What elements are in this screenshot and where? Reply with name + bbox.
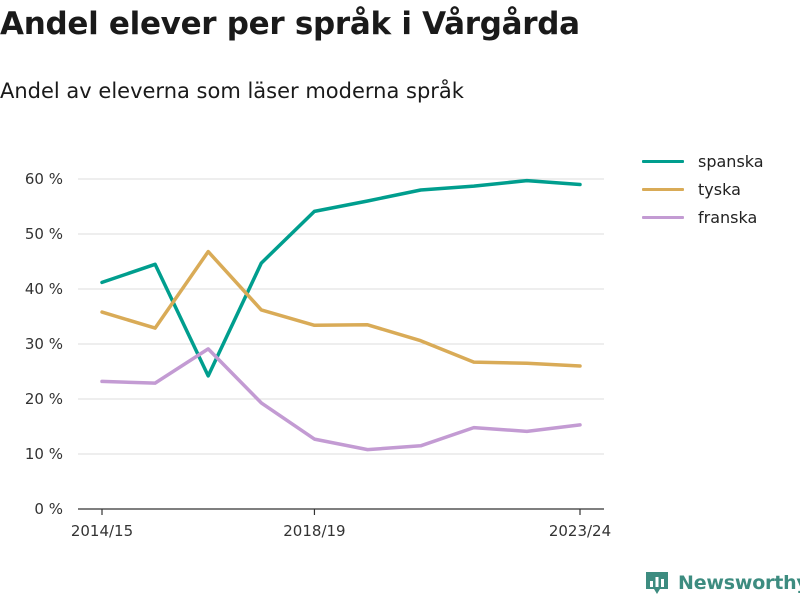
series-lines bbox=[100, 178, 582, 452]
y-tick-label: 10 % bbox=[25, 445, 63, 463]
y-tick-label: 0 % bbox=[34, 500, 63, 518]
legend-swatch-franska bbox=[642, 215, 684, 219]
y-tick-label: 20 % bbox=[25, 390, 63, 408]
x-axis bbox=[78, 508, 604, 515]
legend-item-franska: franska bbox=[642, 203, 764, 231]
x-tick-label: 2023/24 bbox=[549, 522, 611, 540]
legend: spanska tyska franska bbox=[642, 147, 764, 231]
x-tick-labels: 2014/15 2018/19 2023/24 bbox=[71, 522, 611, 540]
series-line-tyska bbox=[100, 249, 582, 368]
x-tick-label: 2014/15 bbox=[71, 522, 133, 540]
brand-name: Newsworthy bbox=[678, 572, 800, 594]
legend-swatch-tyska bbox=[642, 187, 684, 191]
legend-label-tyska: tyska bbox=[698, 179, 741, 199]
series-line-franska bbox=[100, 347, 582, 452]
line-chart: 0 % 10 % 20 % 30 % 40 % 50 % 60 % 2014/15 2018/… bbox=[25, 170, 611, 540]
legend-swatch-spanska bbox=[642, 159, 684, 163]
series-line-spanska bbox=[100, 178, 582, 378]
legend-item-spanska: spanska bbox=[642, 147, 764, 175]
y-tick-label: 60 % bbox=[25, 170, 63, 188]
y-tick-labels: 0 % 10 % 20 % 30 % 40 % 50 % 60 % bbox=[25, 170, 63, 518]
chart-subtitle: Andel av eleverna som läser moderna språ… bbox=[0, 79, 464, 103]
chart-title: Andel elever per språk i Vårgårda bbox=[0, 6, 580, 42]
y-tick-label: 30 % bbox=[25, 335, 63, 353]
legend-label-franska: franska bbox=[698, 207, 758, 227]
y-tick-label: 40 % bbox=[25, 280, 63, 298]
legend-item-tyska: tyska bbox=[642, 175, 764, 203]
legend-label-spanska: spanska bbox=[698, 151, 764, 171]
bar-chart-pin-icon bbox=[646, 572, 668, 594]
brand-logo: Newsworthy bbox=[644, 570, 800, 596]
x-tick-label: 2018/19 bbox=[283, 522, 345, 540]
gridlines bbox=[78, 178, 604, 455]
y-tick-label: 50 % bbox=[25, 225, 63, 243]
